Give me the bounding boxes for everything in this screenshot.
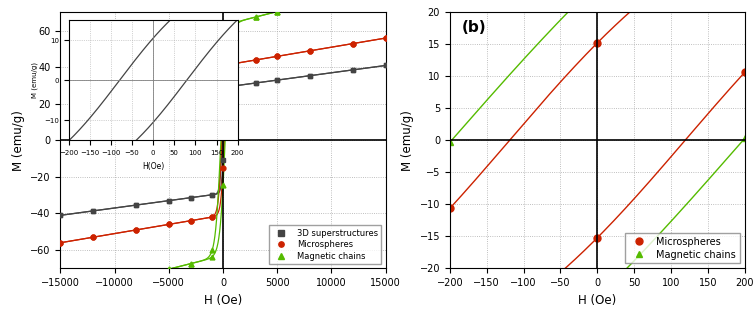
Microspheres: [218, 111, 228, 115]
3D superstructures: [229, 84, 238, 88]
Magnetic chains: [56, 295, 65, 299]
Magnetic chains: [208, 248, 217, 252]
Line: Microspheres: Microspheres: [58, 36, 388, 245]
3D superstructures: [208, 193, 217, 197]
3D superstructures: [218, 119, 228, 123]
3D superstructures: [56, 213, 65, 217]
X-axis label: H (Oe): H (Oe): [204, 294, 242, 307]
3D superstructures: [251, 81, 260, 85]
3D superstructures: [305, 74, 314, 78]
Y-axis label: M (emu/g): M (emu/g): [401, 110, 414, 171]
Microspheres: [251, 58, 260, 62]
3D superstructures: [273, 78, 282, 82]
3D superstructures: [186, 196, 195, 200]
Magnetic chains: [229, 22, 238, 26]
Magnetic chains: [132, 275, 141, 279]
Microspheres: [56, 241, 65, 245]
X-axis label: H (Oe): H (Oe): [578, 294, 616, 307]
3D superstructures: [132, 203, 141, 207]
Magnetic chains: [186, 262, 195, 266]
Microspheres: [88, 235, 98, 239]
Magnetic chains: [251, 15, 260, 19]
Microspheres: [381, 36, 390, 40]
Legend: 3D superstructures, Microspheres, Magnetic chains: 3D superstructures, Microspheres, Magnet…: [268, 226, 381, 264]
Microspheres: [273, 55, 282, 58]
Microspheres: [229, 62, 238, 66]
Magnetic chains: [164, 267, 173, 271]
3D superstructures: [349, 68, 358, 72]
3D superstructures: [164, 199, 173, 202]
Microspheres: [349, 42, 358, 46]
Microspheres: [164, 222, 173, 226]
Text: (a): (a): [70, 20, 94, 35]
Microspheres: [186, 219, 195, 223]
3D superstructures: [88, 209, 98, 213]
Line: Magnetic chains: Magnetic chains: [58, 0, 388, 299]
Magnetic chains: [218, 94, 228, 97]
Magnetic chains: [305, 2, 314, 5]
3D superstructures: [381, 64, 390, 67]
Text: (b): (b): [462, 20, 486, 35]
Magnetic chains: [88, 286, 98, 290]
Legend: Microspheres, Magnetic chains: Microspheres, Magnetic chains: [625, 233, 740, 263]
Y-axis label: M (emu/g): M (emu/g): [11, 110, 25, 171]
Magnetic chains: [273, 10, 282, 13]
Line: 3D superstructures: 3D superstructures: [58, 63, 388, 218]
Microspheres: [305, 49, 314, 53]
Microspheres: [208, 215, 217, 218]
Microspheres: [132, 228, 141, 232]
